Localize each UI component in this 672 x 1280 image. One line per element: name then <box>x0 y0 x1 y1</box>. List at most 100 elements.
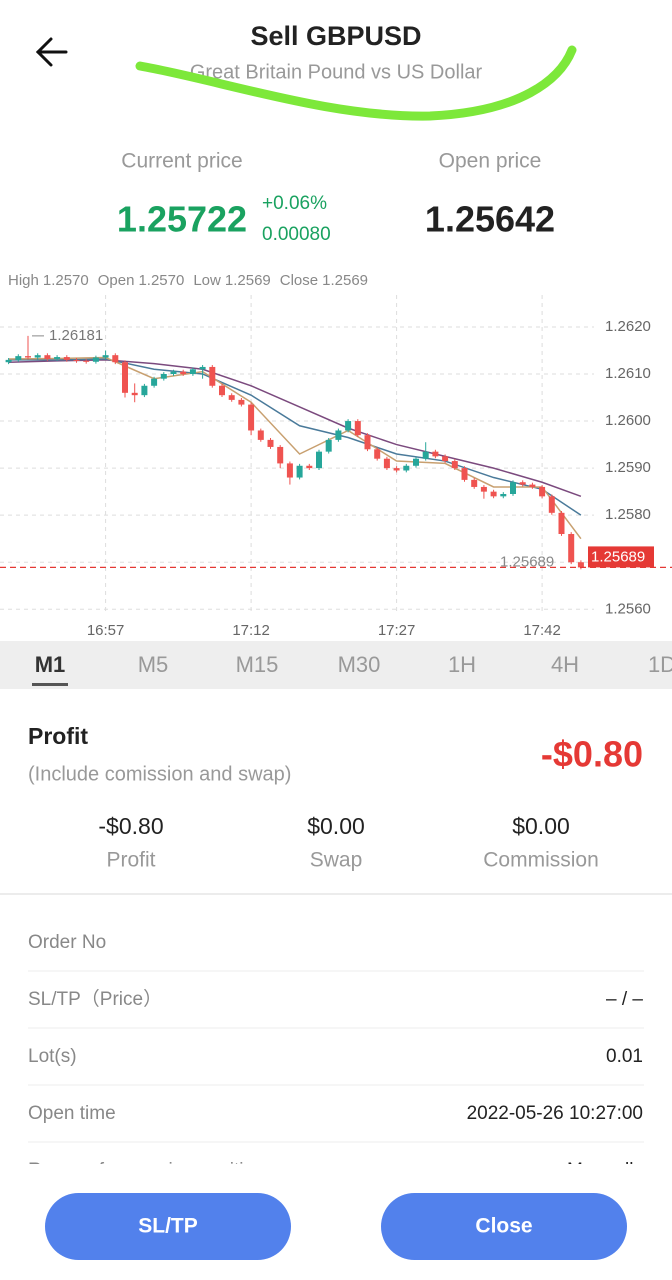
candle-body <box>548 496 555 513</box>
candle-body <box>228 395 235 400</box>
candle-body <box>54 357 61 359</box>
candle-body <box>480 486 487 492</box>
timeframe-tab[interactable]: M15 <box>236 652 279 677</box>
open-price-label: Open price <box>439 150 542 173</box>
detail-value: 0.01 <box>606 1046 643 1067</box>
profit-note: (Include comission and swap) <box>28 763 291 785</box>
timeframes: M1 M5 M15 M30 1H 4H 1D <box>32 652 672 686</box>
detail-label: SL/TP（Price） <box>28 988 162 1010</box>
info-label: Open <box>98 272 135 289</box>
action-button[interactable] <box>381 1193 627 1260</box>
candle-body <box>5 359 12 363</box>
action-button-label[interactable]: SL/TP <box>138 1215 198 1238</box>
candle-body <box>529 484 536 487</box>
candle-body <box>325 439 332 452</box>
stat-value: $0.00 <box>307 813 365 839</box>
page-title: Sell GBPUSD <box>250 21 421 51</box>
x-tick-label: 17:42 <box>523 622 561 639</box>
candle-body <box>170 371 177 374</box>
candle-body <box>345 421 352 431</box>
last-price-text: 1.25689 <box>500 553 554 570</box>
ohlc-info: High 1.2570 Open 1.2570 Low 1.2569 Close 1.2569 <box>8 272 368 289</box>
candle-body <box>500 494 507 497</box>
candle-body <box>413 458 419 466</box>
candle-body <box>248 404 255 431</box>
back-button[interactable] <box>35 37 68 67</box>
candle-body <box>403 465 410 471</box>
y-tick-label: 1.2560 <box>605 600 651 617</box>
tab-underline <box>32 683 68 686</box>
moving-average <box>8 359 582 498</box>
candle-body <box>112 355 119 363</box>
detail-label: Open time <box>28 1103 116 1124</box>
candle-body <box>286 463 293 478</box>
candle-body <box>393 468 400 471</box>
candle-body <box>238 399 245 405</box>
candle-body <box>63 357 70 360</box>
stat-label: Profit <box>106 849 155 872</box>
timeframe-bar <box>0 641 672 689</box>
actions: SL/TP Close <box>45 1193 627 1260</box>
stat-value: -$0.80 <box>98 813 163 839</box>
profit-stats: -$0.80 Profit $0.00 Swap $0.00 Commission <box>98 813 598 871</box>
last-price-tag-text: 1.25689 <box>591 548 645 565</box>
timeframe-tab[interactable]: M30 <box>338 652 381 677</box>
candle-body <box>15 356 22 360</box>
candle-body <box>558 512 565 534</box>
stat-value: $0.00 <box>512 813 570 839</box>
candle-body <box>490 491 497 497</box>
x-tick-label: 16:57 <box>87 622 125 639</box>
timeframe-tab[interactable]: 1H <box>448 652 476 677</box>
action-button-label[interactable]: Close <box>475 1215 532 1238</box>
stat-label: Swap <box>310 849 363 872</box>
candle-body <box>577 562 584 568</box>
open-price: 1.25642 <box>425 199 555 240</box>
candle-body <box>539 486 546 497</box>
x-tick-label: 17:12 <box>232 622 270 639</box>
price-chart: 1.26201.26101.26001.25901.25801.25701.25… <box>0 295 672 639</box>
candle-body <box>122 362 128 393</box>
timeframe-tab[interactable]: M1 <box>35 652 66 677</box>
profit-total: -$0.80 <box>541 734 643 775</box>
y-tick-label: 1.2620 <box>605 318 651 335</box>
divider <box>0 893 672 895</box>
info-label: Low <box>193 272 221 289</box>
candle-body <box>306 465 313 469</box>
candle-body <box>471 479 478 487</box>
profit-title: Profit <box>28 723 88 749</box>
page-subtitle: Great Britain Pound vs US Dollar <box>190 61 483 83</box>
candle-body <box>568 534 575 563</box>
candle-body <box>383 458 390 469</box>
candle-body <box>354 421 361 436</box>
candle-body <box>510 482 516 494</box>
change-clip: 0.00080 <box>262 224 331 245</box>
candle-body <box>432 451 439 457</box>
candle-body <box>199 366 206 370</box>
candle-body <box>25 356 31 358</box>
detail-label: Lot(s) <box>28 1046 77 1067</box>
info-label: High <box>8 272 39 289</box>
candle-body <box>316 451 322 469</box>
candle-body <box>277 446 284 464</box>
candle-body <box>44 355 51 359</box>
info-value: 1.2570 <box>43 272 89 289</box>
candle-body <box>442 456 449 462</box>
timeframe-tab[interactable]: 1D <box>648 652 672 677</box>
timeframe-tab[interactable]: 4H <box>551 652 579 677</box>
max-annotation: 1.26181 <box>49 327 103 344</box>
candle-body <box>519 482 526 485</box>
candle-body <box>189 369 196 374</box>
candle-body <box>451 461 458 469</box>
candle-body <box>209 366 216 386</box>
candle-body <box>180 371 187 374</box>
stat-label: Commission <box>483 849 599 872</box>
candle-body <box>257 430 264 440</box>
candle-body <box>102 355 109 358</box>
action-button[interactable] <box>45 1193 291 1260</box>
candle-body <box>374 449 381 459</box>
timeframe-tab[interactable]: M5 <box>138 652 169 677</box>
info-value: 1.2569 <box>322 272 368 289</box>
last-price-tag <box>588 546 654 568</box>
